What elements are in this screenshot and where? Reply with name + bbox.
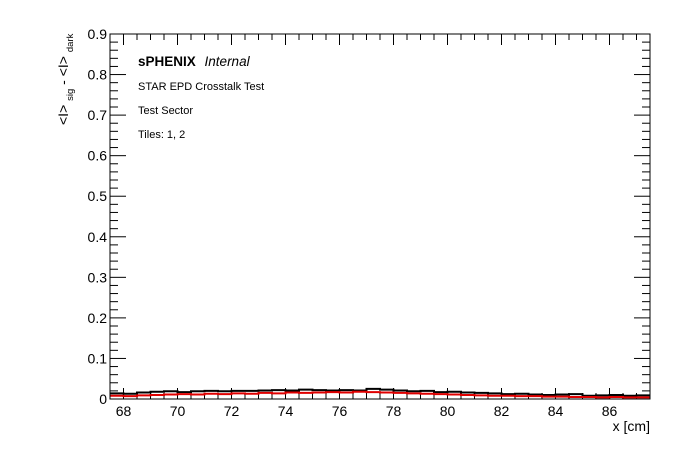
plot-frame bbox=[109, 33, 651, 400]
x-tick-label: 70 bbox=[170, 403, 186, 419]
y-axis-label-main: <I> bbox=[55, 105, 71, 125]
experiment-label: sPHENIX bbox=[138, 54, 196, 69]
y-tick-label: 0.8 bbox=[88, 67, 108, 83]
series-layer bbox=[110, 387, 650, 399]
y-tick-label: 0.2 bbox=[88, 310, 108, 326]
x-tick-label: 84 bbox=[548, 403, 564, 419]
y-axis-label-sub-dark: dark bbox=[65, 33, 76, 52]
x-axis-label: x [cm] bbox=[613, 418, 650, 434]
y-tick-label: 0.6 bbox=[88, 148, 108, 164]
annotation-block: sPHENIX Internal STAR EPD Crosstalk Test… bbox=[138, 54, 264, 141]
x-tick-label: 72 bbox=[224, 403, 240, 419]
svg-text:sPHENIX Internal: sPHENIX Internal bbox=[138, 54, 251, 69]
annotation-line-1: STAR EPD Crosstalk Test bbox=[138, 81, 264, 93]
series-1-histogram bbox=[110, 387, 650, 397]
y-tick-label: 0.3 bbox=[88, 269, 108, 285]
x-tick-label: 78 bbox=[386, 403, 402, 419]
annotation-line-2: Test Sector bbox=[138, 105, 193, 117]
y-tick-label: 0.9 bbox=[88, 26, 108, 42]
x-tick-label: 80 bbox=[440, 403, 456, 419]
series-2-histogram bbox=[110, 390, 650, 399]
y-axis: 0 0.1 0.2 0.3 0.4 0.5 0.6 0.7 0.8 0.9 bbox=[88, 26, 650, 407]
y-tick-label: 0.7 bbox=[88, 107, 108, 123]
y-tick-label: 0.4 bbox=[88, 229, 108, 245]
y-axis-label-mid: - <I> bbox=[55, 56, 71, 85]
y-axis-label: <I> sig - <I> dark bbox=[55, 33, 76, 125]
x-tick-label: 68 bbox=[116, 403, 132, 419]
y-tick-label: 0.5 bbox=[88, 188, 108, 204]
x-tick-label: 76 bbox=[332, 403, 348, 419]
annotation-line-3: Tiles: 1, 2 bbox=[138, 129, 185, 141]
y-tick-label: 0.1 bbox=[88, 350, 108, 366]
y-tick-label: 0 bbox=[99, 391, 107, 407]
x-tick-label: 86 bbox=[602, 403, 618, 419]
x-tick-label: 82 bbox=[494, 403, 510, 419]
y-axis-label-sub-sig: sig bbox=[65, 89, 76, 101]
x-tick-label: 74 bbox=[278, 403, 294, 419]
status-label: Internal bbox=[205, 54, 251, 69]
